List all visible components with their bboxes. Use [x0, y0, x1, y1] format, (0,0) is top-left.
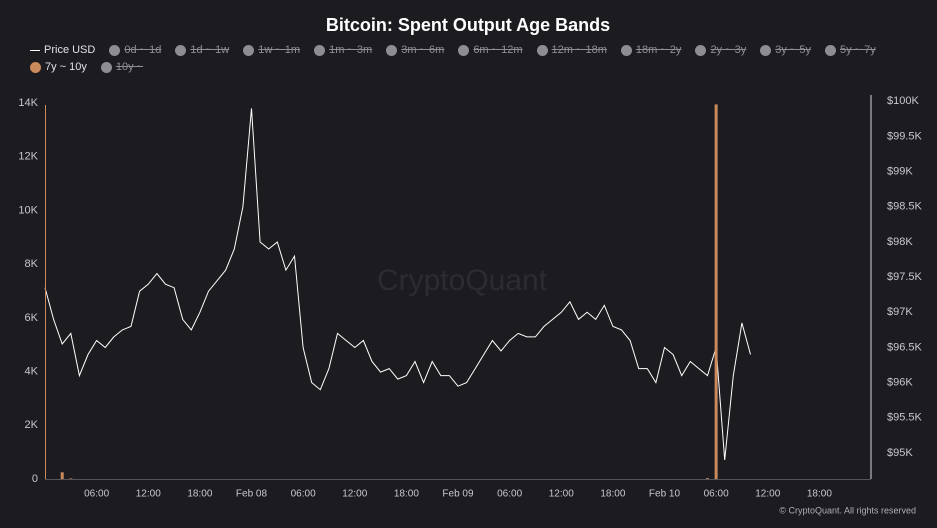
legend-label: 12m ~ 18m — [551, 44, 607, 56]
footer: © CryptoQuant. All rights reserved — [779, 505, 916, 515]
legend-label: 5y ~ 7y — [840, 44, 876, 56]
y-tick-label: 2K — [25, 419, 39, 431]
y2-tick-label: $95.5K — [887, 412, 923, 424]
chart-title: Bitcoin: Spent Output Age Bands — [326, 15, 610, 35]
legend: Price USD 0d ~ 1d 1d ~ 1w 1w ~ 1m 1m ~ 3m 3m … — [30, 43, 925, 74]
x-tick-label: 06:00 — [704, 489, 729, 500]
legend-item[interactable]: 6m ~ 12m — [458, 43, 523, 57]
x-tick-label: 12:00 — [549, 489, 574, 500]
bar — [60, 472, 64, 479]
legend-label: 2y ~ 3y — [710, 44, 747, 56]
y-tick-label: 12K — [18, 151, 38, 163]
legend-swatch — [100, 61, 112, 73]
legend-label: 0d ~ 1d — [124, 44, 162, 56]
legend-item[interactable]: 18m ~ 2y — [620, 43, 682, 57]
x-tick-label: 18:00 — [187, 489, 212, 500]
legend-swatch — [30, 61, 41, 73]
legend-swatch — [536, 44, 548, 56]
legend-swatch — [695, 44, 707, 56]
y2-tick-label: $100K — [887, 95, 919, 107]
y-tick-label: 8K — [25, 258, 39, 270]
legend-item[interactable]: 3m ~ 6m — [386, 43, 444, 57]
legend-item[interactable]: 2y ~ 3y — [695, 43, 746, 57]
legend-label: 1w ~ 1m — [258, 44, 301, 56]
watermark: CryptoQuant — [377, 264, 548, 297]
x-tick-label: 06:00 — [84, 489, 109, 500]
legend-item[interactable]: Price USD — [30, 43, 95, 57]
legend-label: 3m ~ 6m — [401, 44, 445, 56]
y2-tick-label: $98.5K — [887, 201, 923, 213]
y-tick-label: 14K — [18, 97, 38, 109]
legend-item[interactable]: 3y ~ 5y — [760, 43, 811, 57]
x-tick-label: 12:00 — [342, 489, 367, 500]
legend-label: 10y ~ — [115, 61, 144, 73]
x-tick-label: 18:00 — [394, 489, 419, 500]
legend-swatch — [760, 44, 772, 56]
y2-tick-label: $99.5K — [887, 130, 923, 142]
price-line — [44, 108, 751, 461]
x-tick-label: 18:00 — [807, 489, 832, 500]
legend-label: 3y ~ 5y — [775, 44, 811, 56]
x-tick-label: 12:00 — [755, 489, 780, 500]
y2-tick-label: $98K — [887, 236, 913, 248]
y2-tick-label: $97.5K — [887, 271, 923, 283]
legend-swatch — [314, 44, 326, 56]
y-tick-label: 6K — [25, 312, 39, 324]
legend-swatch — [243, 44, 255, 56]
x-tick-label: 06:00 — [291, 489, 316, 500]
legend-item[interactable]: 12m ~ 18m — [536, 43, 607, 57]
legend-swatch — [109, 44, 121, 56]
legend-label: 7y ~ 10y — [45, 61, 87, 73]
bar — [714, 104, 718, 480]
legend-swatch — [620, 44, 632, 56]
x-tick-label: 12:00 — [136, 489, 161, 500]
y-tick-label: 4K — [25, 365, 39, 377]
x-tick-label: 06:00 — [497, 489, 522, 500]
x-tick-label: 18:00 — [600, 489, 625, 500]
legend-swatch — [175, 44, 187, 56]
legend-item[interactable]: 1w ~ 1m — [243, 43, 300, 57]
legend-label: 1m ~ 3m — [329, 44, 373, 56]
legend-swatch — [30, 49, 40, 51]
legend-swatch — [458, 44, 470, 56]
legend-swatch — [386, 44, 398, 56]
legend-item[interactable]: 1d ~ 1w — [175, 43, 229, 57]
legend-label: Price USD — [44, 44, 96, 56]
y-tick-label: 10K — [18, 204, 38, 216]
y2-tick-label: $96K — [887, 377, 913, 389]
y2-tick-label: $95K — [887, 447, 913, 459]
legend-item[interactable]: 5y ~ 7y — [825, 43, 876, 57]
y-tick-label: 0 — [32, 473, 38, 485]
y2-tick-label: $97K — [887, 306, 913, 318]
legend-swatch — [825, 44, 836, 56]
y2-tick-label: $96.5K — [887, 341, 923, 353]
legend-label: 6m ~ 12m — [473, 44, 523, 56]
legend-item[interactable]: 7y ~ 10y — [30, 60, 87, 74]
y2-tick-label: $99K — [887, 166, 913, 178]
legend-item[interactable]: 10y ~ — [100, 60, 144, 74]
x-tick-label: Feb 08 — [236, 489, 268, 500]
x-tick-label: Feb 09 — [442, 489, 474, 500]
legend-item[interactable]: 0d ~ 1d — [109, 43, 161, 57]
legend-item[interactable]: 1m ~ 3m — [314, 43, 372, 57]
bar — [69, 478, 73, 479]
x-tick-label: Feb 10 — [649, 489, 681, 500]
legend-label: 1d ~ 1w — [190, 44, 230, 56]
legend-label: 18m ~ 2y — [635, 44, 682, 56]
bar — [706, 478, 710, 479]
